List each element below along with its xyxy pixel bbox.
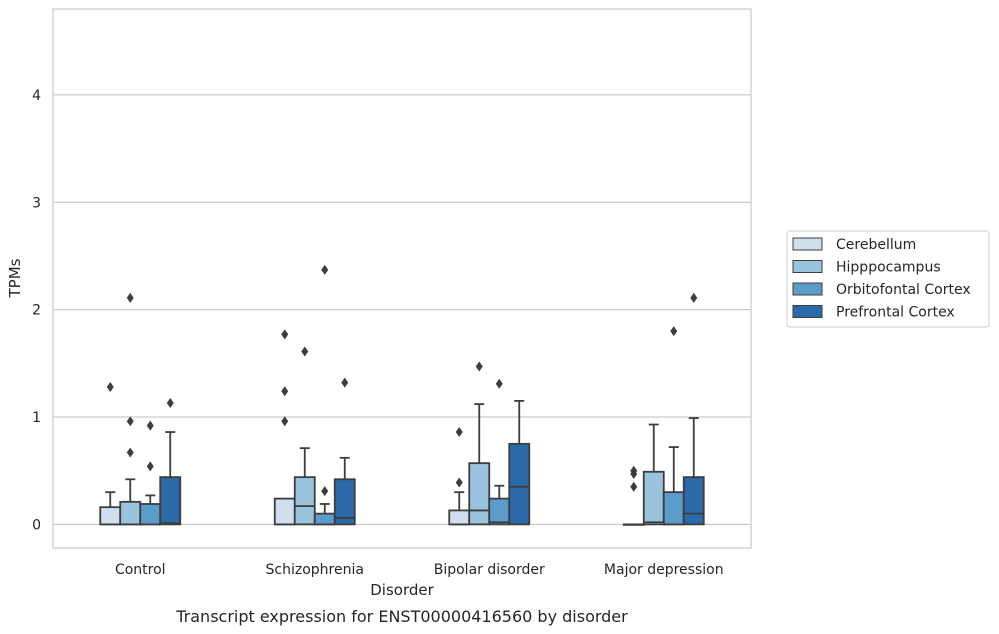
plot-area [52, 8, 752, 549]
box-body [159, 476, 182, 526]
box-body [273, 497, 296, 526]
outlier-point [475, 361, 483, 372]
box-orbitofontal-cortex [139, 420, 162, 526]
legend-label: Hipppocampus [836, 260, 941, 276]
y-tick-label: 3 [32, 195, 41, 211]
y-tick-label: 4 [32, 88, 41, 104]
box-hipppocampus [642, 423, 665, 526]
box-body [313, 512, 336, 526]
box-body [333, 478, 356, 526]
y-tick-label: 0 [32, 517, 41, 533]
outlier-point [281, 329, 289, 340]
x-tick-label: Bipolar disorder [434, 562, 545, 578]
box-hipppocampus [293, 346, 316, 526]
box-hipppocampus [468, 361, 491, 526]
box-body [488, 497, 511, 526]
y-axis-title: TPMs [6, 258, 24, 298]
chart-caption: Transcript expression for ENST0000041656… [175, 607, 628, 626]
box-body [139, 503, 162, 526]
box-cerebellum [99, 381, 122, 526]
legend-label: Cerebellum [836, 237, 916, 253]
legend: Cerebellum Hipppocampus Orbitofontal Corte… [786, 230, 990, 328]
outlier-point [146, 420, 154, 431]
x-tick-label: Schizophrenia [266, 562, 364, 578]
outlier-point [281, 416, 289, 427]
box-prefrontal-cortex [333, 377, 356, 526]
box-prefrontal-cortex [508, 400, 531, 526]
outlier-point [126, 416, 134, 427]
legend-swatch [792, 282, 823, 296]
outlier-point [146, 461, 154, 472]
y-tick-label: 1 [32, 410, 41, 426]
outlier-point [166, 398, 174, 409]
legend-swatch [792, 237, 823, 251]
box-body [468, 462, 491, 526]
box-body [119, 500, 142, 526]
legend-frame [786, 230, 990, 328]
legend-label: Orbitofontal Cortex [836, 282, 971, 298]
x-tick-labels: Control Schizophrenia Bipolar disorder Majo… [115, 562, 724, 578]
legend-swatch [792, 305, 823, 318]
box-body [99, 506, 122, 526]
box-prefrontal-cortex [159, 398, 182, 526]
x-tick-label: Control [115, 562, 166, 578]
outlier-point [341, 377, 349, 388]
outlier-point [106, 381, 114, 392]
box-body [682, 476, 705, 526]
box-orbitofontal-cortex [662, 326, 685, 526]
outlier-point [321, 264, 329, 275]
box-hipppocampus [119, 292, 142, 526]
y-tick-label: 2 [32, 303, 41, 319]
outlier-point [630, 481, 638, 492]
box-body [508, 442, 531, 526]
legend-label: Prefrontal Cortex [836, 305, 955, 321]
box-prefrontal-cortex [682, 292, 705, 526]
x-tick-label: Major depression [604, 562, 724, 578]
legend-swatch [792, 260, 823, 273]
y-tick-labels: 0 1 2 3 4 [32, 88, 41, 533]
outlier-point [690, 292, 698, 303]
boxes [99, 264, 705, 526]
box-body [642, 470, 665, 526]
outlier-point [126, 292, 134, 303]
outlier-point [455, 477, 463, 488]
outlier-point [630, 465, 638, 476]
outlier-point [321, 486, 329, 497]
box-cerebellum [273, 329, 296, 526]
outlier-point [301, 346, 309, 357]
x-axis-title: Disorder [370, 581, 434, 599]
box-body [448, 509, 471, 526]
box-body [662, 491, 685, 526]
box-orbitofontal-cortex [488, 378, 511, 526]
box-body [293, 476, 316, 526]
outlier-point [126, 447, 134, 458]
outlier-point [281, 386, 289, 397]
outlier-point [495, 378, 503, 389]
outlier-point [455, 427, 463, 438]
outlier-point [670, 326, 678, 337]
